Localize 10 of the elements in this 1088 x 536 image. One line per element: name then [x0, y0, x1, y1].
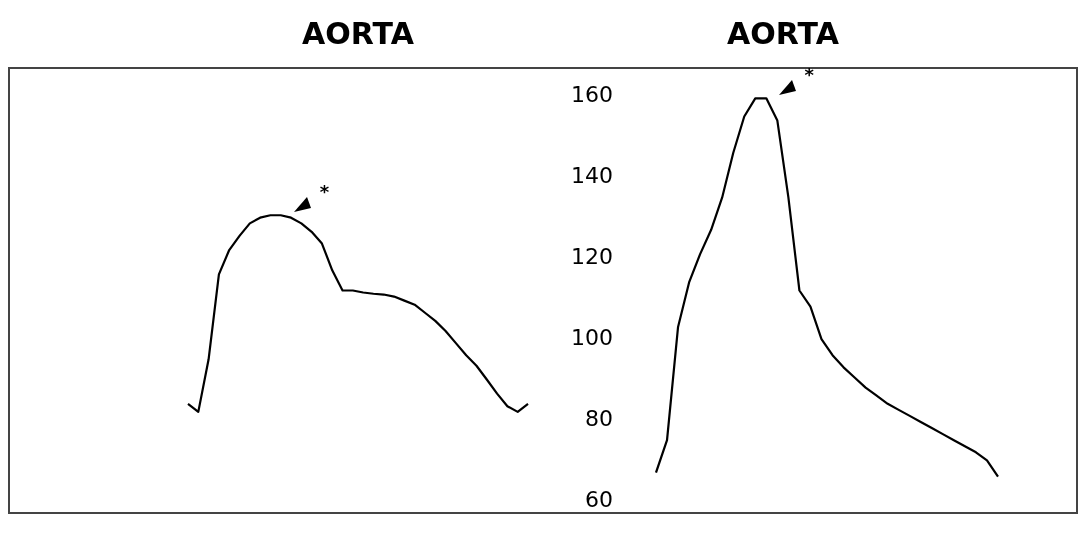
y-tick-label: 140 [570, 162, 613, 188]
y-tick-label: 160 [570, 82, 613, 108]
y-tick-label: 120 [570, 243, 613, 269]
annotation: * [804, 64, 815, 86]
annotation: * [319, 180, 330, 202]
y-tick-label: 100 [570, 324, 613, 350]
y-tick-label: 60 [584, 486, 613, 512]
y-tick-label: 80 [584, 405, 613, 431]
chart-title: AORTA [302, 15, 415, 51]
chart-title: AORTA [727, 15, 840, 51]
